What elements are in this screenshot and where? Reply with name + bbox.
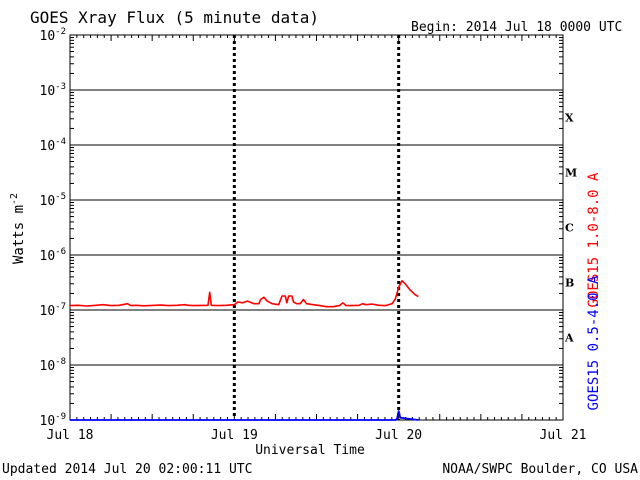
y-tick-label: 10-6 [40,247,67,264]
x-tick-label: Jul 21 [540,428,587,443]
x-tick-label: Jul 20 [375,428,422,443]
x-tick-label: Jul 18 [47,428,94,443]
y-tick-label: 10-8 [40,357,67,374]
x-axis-label: Universal Time [255,443,365,458]
y-axis-label: Watts m-2 [9,193,27,264]
y-tick-label: 10-9 [40,412,67,429]
flare-class-label: B [565,277,574,290]
flare-class-label: M [565,167,577,180]
y-tick-label: 10-7 [40,302,67,319]
series-label-long: GOES15 1.0-8.0 A [586,172,602,307]
y-tick-label: 10-2 [40,27,67,44]
chart-title: GOES Xray Flux (5 minute data) [30,8,319,27]
updated-timestamp: Updated 2014 Jul 20 02:00:11 UTC [2,462,252,477]
y-tick-label: 10-4 [40,137,67,154]
x-tick-label: Jul 19 [211,428,258,443]
series-label-short: GOES15 0.5-4.0 A [586,275,602,410]
plot-frame [69,34,564,421]
flare-class-label: A [564,332,574,345]
credit-label: NOAA/SWPC Boulder, CO USA [442,462,638,477]
series-line-long [69,279,419,308]
begin-label: Begin: 2014 Jul 18 0000 UTC [411,20,622,35]
plot-area: 10-9 10-8 10-7 10-6 10-5 10-4 10-3 10-2 Jul 18 Ju… [40,27,587,443]
y-tick-label: 10-3 [40,82,67,99]
y-tick-label: 10-5 [40,192,67,209]
flare-class-label: X [565,112,574,125]
series-line-short [70,410,419,421]
flare-class-label: C [565,222,574,235]
